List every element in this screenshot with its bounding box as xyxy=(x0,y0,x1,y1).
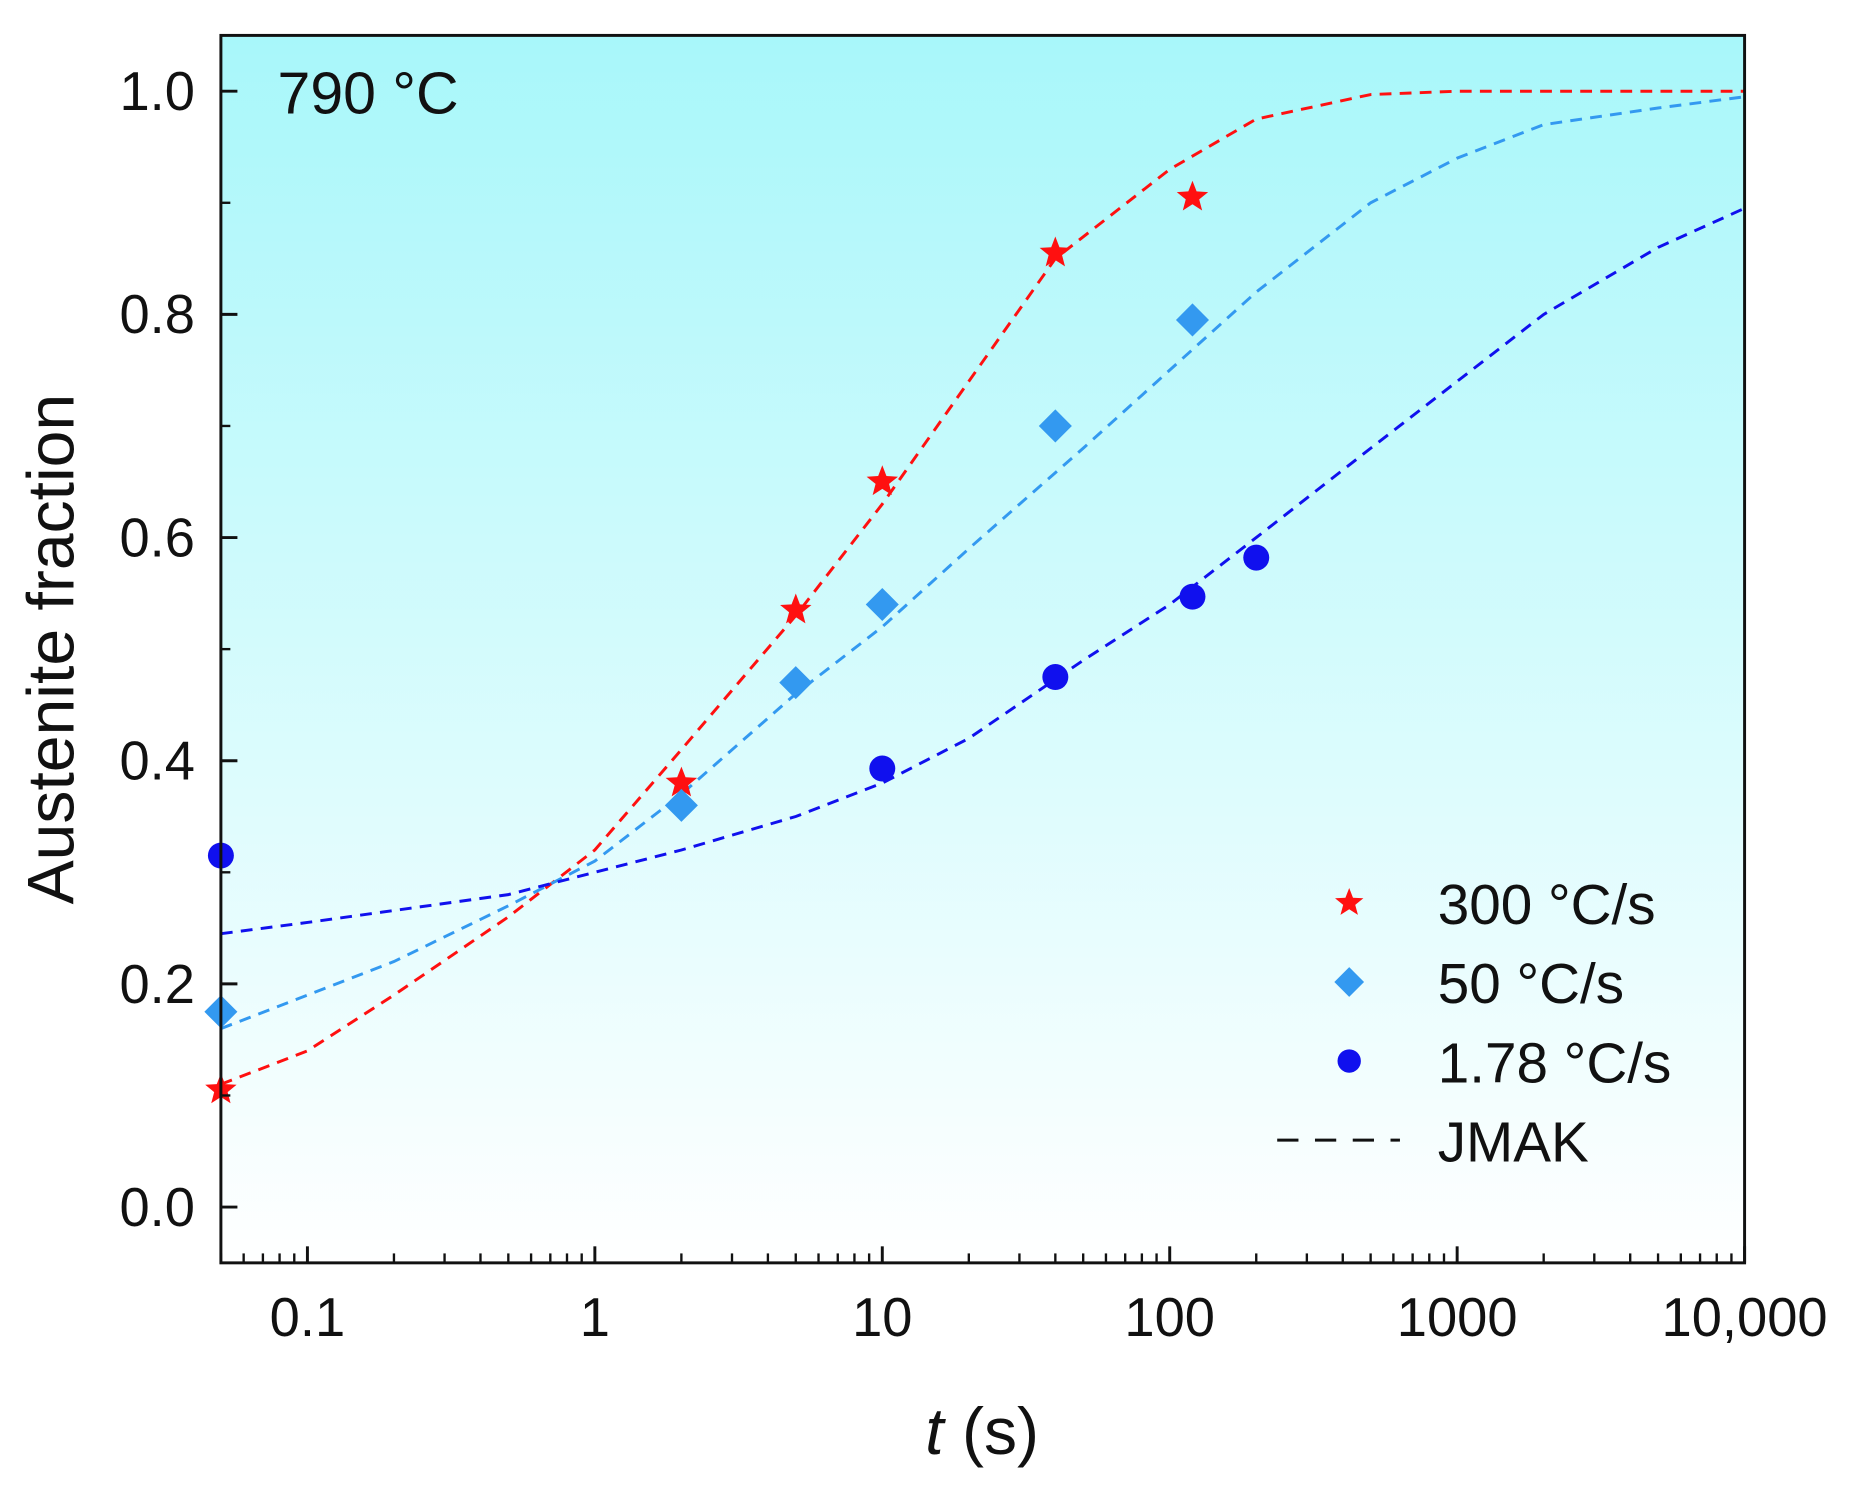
plot-background xyxy=(220,35,1745,1263)
jmak-fit-curve xyxy=(220,206,1745,936)
legend-label: 50 °C/s xyxy=(1438,953,1624,1016)
jmak-fit-curve xyxy=(220,95,1745,1030)
y-tick-label: 0.6 xyxy=(119,507,194,568)
y-tick-label: 0.8 xyxy=(119,284,194,345)
data-point-circle xyxy=(1243,544,1270,571)
y-axis-label: Austenite fraction xyxy=(14,394,88,905)
annotation-temperature: 790 °C xyxy=(278,60,459,126)
data-point-diamond xyxy=(779,666,813,700)
legend: 300 °C/s 50 °C/s 1.78 °C/s JMAK xyxy=(1277,874,1671,1174)
x-tick-label: 100 xyxy=(1124,1287,1215,1348)
y-tick-label: 0.0 xyxy=(119,1177,194,1238)
x-tick-label: 10 xyxy=(852,1287,912,1348)
y-tick-label: 0.2 xyxy=(119,954,194,1015)
x-tick-label: 10,000 xyxy=(1662,1287,1828,1348)
data-point-star xyxy=(1176,180,1209,211)
data-point-circle xyxy=(1042,664,1069,691)
data-point-star xyxy=(1039,236,1072,267)
data-point-diamond xyxy=(865,587,899,622)
data-point-circle xyxy=(869,755,896,782)
data-point-diamond xyxy=(664,788,698,822)
x-axis-label: t (s) xyxy=(925,1395,1039,1469)
x-tick-label: 1 xyxy=(580,1287,610,1348)
legend-label: 1.78 °C/s xyxy=(1438,1032,1672,1095)
x-tick-label: 1000 xyxy=(1397,1287,1518,1348)
jmak-fit-curve xyxy=(220,89,1745,1086)
legend-marker-circle xyxy=(1337,1049,1361,1073)
legend-marker-star xyxy=(1335,888,1364,915)
data-point-star xyxy=(665,766,698,797)
x-tick-label: 0.1 xyxy=(270,1287,345,1348)
data-point-star xyxy=(866,465,899,496)
legend-label: 300 °C/s xyxy=(1438,874,1656,937)
data-point-diamond xyxy=(1175,303,1210,337)
data-point-star xyxy=(780,593,812,624)
y-tick-label: 1.0 xyxy=(119,61,194,122)
legend-label-jmak: JMAK xyxy=(1438,1111,1589,1174)
data-point-circle xyxy=(1179,583,1206,610)
y-tick-label: 0.4 xyxy=(119,731,194,792)
